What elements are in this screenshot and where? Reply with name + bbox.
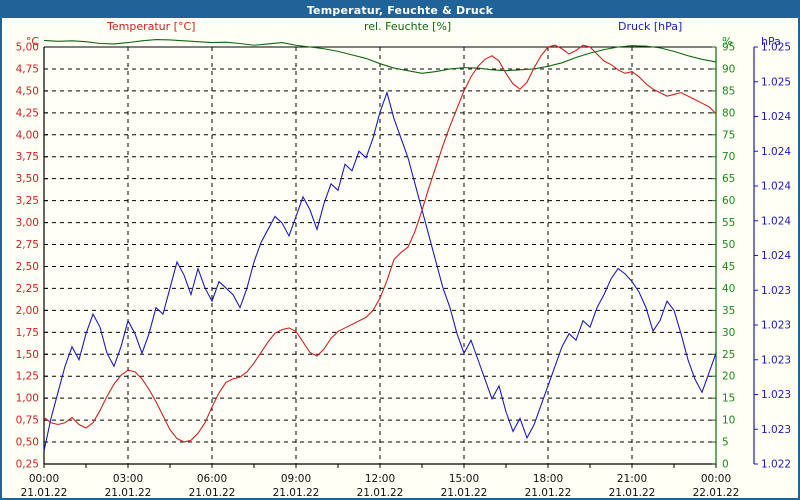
svg-text:1.023: 1.023 [761, 320, 791, 332]
svg-text:95: 95 [722, 42, 735, 54]
svg-text:%: % [722, 35, 732, 48]
svg-text:00:00: 00:00 [701, 473, 731, 485]
svg-text:3,50: 3,50 [16, 173, 39, 185]
window-title-bar: Temperatur, Feuchte & Druck [2, 2, 798, 18]
svg-text:2,25: 2,25 [16, 283, 39, 295]
svg-text:21.01.22: 21.01.22 [609, 487, 656, 498]
svg-text:4,50: 4,50 [16, 85, 39, 97]
svg-text:hPa: hPa [761, 35, 781, 48]
chart-legend: Temperatur [°C] rel. Feuchte [%] Druck [… [2, 19, 798, 37]
svg-text:1.024: 1.024 [761, 181, 791, 193]
svg-text:3,00: 3,00 [16, 217, 39, 229]
legend-item-pressure: Druck [hPa] [618, 20, 683, 33]
svg-text:21.01.22: 21.01.22 [21, 487, 68, 498]
svg-text:65: 65 [722, 173, 735, 185]
legend-item-humidity: rel. Feuchte [%] [364, 20, 452, 33]
svg-text:3,75: 3,75 [16, 151, 39, 163]
series-line-temperature [43, 44, 717, 443]
svg-text:21:00: 21:00 [617, 473, 647, 485]
svg-text:1,25: 1,25 [16, 371, 39, 383]
svg-text:2,75: 2,75 [16, 239, 39, 251]
svg-text:60: 60 [722, 195, 735, 207]
svg-text:22.01.22: 22.01.22 [693, 487, 740, 498]
svg-text:15:00: 15:00 [449, 473, 479, 485]
svg-text:1.024: 1.024 [761, 250, 791, 262]
svg-text:2,50: 2,50 [16, 261, 39, 273]
svg-text:09:00: 09:00 [281, 473, 311, 485]
svg-text:0,25: 0,25 [16, 459, 39, 471]
svg-text:18:00: 18:00 [533, 473, 563, 485]
svg-text:1.025: 1.025 [761, 76, 791, 88]
svg-text:21.01.22: 21.01.22 [525, 487, 572, 498]
svg-text:50: 50 [722, 239, 735, 251]
x-axis-labels: 00:00 21.01.22 03:00 21.01.22 06:00 21.01.22 0… [21, 473, 740, 498]
svg-text:0,75: 0,75 [16, 415, 39, 427]
svg-text:21.01.22: 21.01.22 [273, 487, 320, 498]
svg-text:06:00: 06:00 [197, 473, 227, 485]
svg-text:80: 80 [722, 107, 735, 119]
svg-text:0: 0 [722, 459, 729, 471]
svg-text:10: 10 [722, 415, 735, 427]
svg-text:1.024: 1.024 [761, 146, 791, 158]
svg-text:4,00: 4,00 [16, 129, 39, 141]
svg-text:21.01.22: 21.01.22 [105, 487, 152, 498]
svg-text:4,25: 4,25 [16, 107, 39, 119]
svg-text:75: 75 [722, 129, 735, 141]
svg-text:20: 20 [722, 371, 735, 383]
series-line-pressure [43, 90, 717, 452]
svg-text:70: 70 [722, 151, 735, 163]
svg-text:21.01.22: 21.01.22 [189, 487, 236, 498]
svg-text:25: 25 [722, 349, 735, 361]
svg-text:21.01.22: 21.01.22 [357, 487, 404, 498]
svg-text:1,50: 1,50 [16, 349, 39, 361]
svg-text:85: 85 [722, 85, 735, 97]
y-axis-left-labels: 5,00 4,75 4,50 4,25 4,00 3,75 3,50 3,25 3,00 2,75… [16, 42, 39, 471]
svg-text:1.024: 1.024 [761, 111, 791, 123]
svg-text:1,75: 1,75 [16, 327, 39, 339]
svg-text:21.01.22: 21.01.22 [441, 487, 488, 498]
svg-text:55: 55 [722, 217, 735, 229]
svg-text:1.023: 1.023 [761, 389, 791, 401]
svg-text:3,25: 3,25 [16, 195, 39, 207]
legend-item-temperature: Temperatur [°C] [107, 20, 196, 33]
svg-text:°C: °C [26, 35, 40, 48]
svg-text:1.022: 1.022 [761, 459, 791, 471]
svg-text:1.025: 1.025 [761, 42, 791, 54]
svg-text:0,50: 0,50 [16, 437, 39, 449]
vertical-gridlines [127, 47, 633, 464]
svg-text:40: 40 [722, 283, 735, 295]
svg-text:45: 45 [722, 261, 735, 273]
svg-text:12:00: 12:00 [365, 473, 395, 485]
svg-text:1.023: 1.023 [761, 354, 791, 366]
axis-unit-labels: °C% hPa [26, 35, 781, 48]
svg-text:1.023: 1.023 [761, 285, 791, 297]
svg-text:00:00: 00:00 [29, 473, 59, 485]
svg-text:15: 15 [722, 393, 735, 405]
svg-text:1.023: 1.023 [761, 424, 791, 436]
svg-text:5: 5 [722, 437, 729, 449]
svg-text:1.024: 1.024 [761, 215, 791, 227]
series-line-humidity [43, 38, 717, 74]
window-title: Temperatur, Feuchte & Druck [306, 3, 494, 17]
svg-text:2,00: 2,00 [16, 305, 39, 317]
axis-ticks [43, 46, 717, 468]
data-series-layer [43, 38, 717, 452]
svg-text:30: 30 [722, 327, 735, 339]
svg-text:35: 35 [722, 305, 735, 317]
svg-text:5,00: 5,00 [16, 42, 39, 54]
svg-text:4,75: 4,75 [16, 63, 39, 75]
svg-text:03:00: 03:00 [113, 473, 143, 485]
svg-text:90: 90 [722, 63, 735, 75]
y-axis-pressure-labels: 1.025 1.025 1.024 1.024 1.024 1.024 1.024 1.023… [754, 42, 791, 471]
svg-text:1,00: 1,00 [16, 393, 39, 405]
